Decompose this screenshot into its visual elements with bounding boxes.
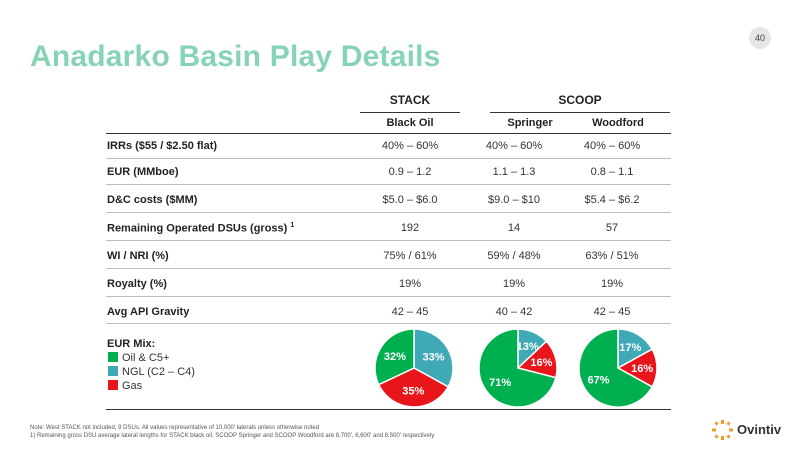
table-cell: 40% – 60%	[381, 140, 439, 152]
table-cell: 59% / 48%	[487, 250, 541, 262]
pie-slice-ngl	[413, 328, 454, 388]
row-divider	[106, 296, 671, 297]
pie-data-label: 33%	[422, 351, 444, 363]
row-divider	[106, 158, 671, 159]
legend-item-oil: Oil & C5+	[108, 352, 169, 364]
legend-label: Gas	[122, 380, 143, 392]
table-cell: 63% / 51%	[585, 250, 639, 262]
legend-item-ngl: NGL (C2 – C4)	[108, 366, 195, 378]
row-label-eur: EUR (MMboe)	[107, 166, 179, 178]
row-divider	[106, 184, 671, 185]
legend-swatch-oil	[108, 352, 118, 362]
table-cell: 19%	[600, 278, 624, 290]
table-cell: 57	[605, 222, 619, 234]
table-cell: 40% – 60%	[485, 140, 543, 152]
pie-data-label: 67%	[588, 375, 610, 387]
legend-label: Oil & C5+	[122, 352, 170, 364]
page-number: 40	[749, 27, 771, 49]
table-cell: 19%	[502, 278, 526, 290]
table-cell: 19%	[398, 278, 422, 290]
legend-swatch-gas	[108, 380, 118, 390]
pie-slice-oil	[578, 328, 654, 408]
row-label-irr: IRRs ($55 / $2.50 flat)	[107, 140, 218, 152]
pie-data-label: 35%	[402, 386, 424, 398]
table-cell: 40 – 42	[495, 306, 533, 318]
row-divider	[106, 323, 671, 324]
pie-data-label: 16%	[530, 357, 552, 369]
table-cell: 0.9 – 1.2	[388, 166, 432, 178]
group-header-scoop: SCOOP	[558, 93, 602, 107]
row-divider	[106, 268, 671, 269]
ovintiv-logo	[712, 420, 733, 440]
legend-label: NGL (C2 – C4)	[122, 366, 195, 378]
page-title: Anadarko Basin Play Details	[30, 40, 441, 73]
pie-slice-gas	[377, 367, 450, 408]
row-divider	[106, 240, 671, 241]
table-cell: 40% – 60%	[583, 140, 641, 152]
table-cell: 42 – 45	[593, 306, 631, 318]
pie-slice-oil	[478, 328, 557, 408]
row-label-remaining-dsus: Remaining Operated DSUs (gross) 1	[107, 222, 294, 235]
footnote-general: Note: West STACK not included, 9 DSUs. A…	[30, 425, 320, 431]
table-cell: 1.1 – 1.3	[492, 166, 536, 178]
row-label-text: Remaining Operated DSUs (gross)	[107, 222, 288, 235]
logo-text: Ovintiv	[737, 422, 782, 437]
eur-mix-title: EUR Mix:	[107, 338, 156, 350]
table-cell: 14	[507, 222, 521, 234]
pie-chart-scoop-woodford: 17% 16% 67%	[578, 328, 658, 408]
group-underline-stack	[360, 112, 460, 113]
legend-item-gas: Gas	[108, 380, 142, 392]
table-header-divider	[106, 133, 671, 134]
table-cell: 75% / 61%	[383, 250, 437, 262]
group-underline-scoop	[490, 112, 670, 113]
pie-slice-ngl	[617, 328, 654, 370]
logo-mark-icon	[712, 420, 733, 440]
footnote-marker: 1	[290, 222, 295, 229]
row-label-dc-costs: D&C costs ($MM)	[107, 194, 198, 206]
pie-data-label: 16%	[631, 363, 653, 375]
column-header-black-oil: Black Oil	[386, 117, 434, 129]
pie-data-label: 71%	[489, 377, 511, 389]
pie-chart-scoop-springer: 13% 16% 71%	[478, 328, 558, 408]
table-cell: 0.8 – 1.1	[590, 166, 634, 178]
pie-data-label: 17%	[619, 342, 641, 354]
table-cell: $5.0 – $6.0	[382, 194, 438, 206]
pie-data-label: 13%	[517, 341, 539, 353]
table-cell: $5.4 – $6.2	[584, 194, 640, 206]
table-bottom-line	[106, 409, 671, 410]
row-label-wi-nri: WI / NRI (%)	[107, 250, 169, 262]
pie-slice-oil	[374, 328, 415, 386]
pie-chart-stack-black-oil: 33% 35% 32%	[374, 328, 454, 408]
legend-swatch-ngl	[108, 366, 118, 376]
row-label-api-gravity: Avg API Gravity	[107, 306, 190, 318]
column-header-springer: Springer	[507, 117, 553, 129]
table-cell: $9.0 – $10	[488, 194, 540, 206]
row-label-royalty: Royalty (%)	[107, 278, 167, 290]
pie-data-label: 32%	[384, 351, 406, 363]
footnote-1: 1) Remaining gross DSU average lateral l…	[30, 433, 435, 439]
table-cell: 192	[400, 222, 420, 234]
table-cell: 42 – 45	[391, 306, 429, 318]
row-divider	[106, 212, 671, 213]
column-header-woodford: Woodford	[592, 117, 644, 129]
group-header-stack: STACK	[389, 93, 431, 107]
